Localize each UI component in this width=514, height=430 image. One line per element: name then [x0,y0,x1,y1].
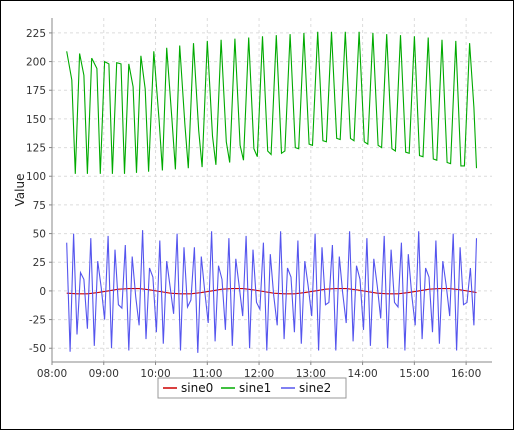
x-tick-label: 11:00 [192,368,222,380]
x-tick-label: 15:00 [399,368,429,380]
y-tick-label: 200 [26,57,46,69]
legend-label-sine0: sine0 [181,381,213,395]
y-tick-label: 50 [33,229,46,241]
x-tick-label: 08:00 [37,368,67,380]
y-axis-title: Value [13,174,27,207]
series-lines [66,31,478,353]
y-tick-label: 100 [26,171,46,183]
y-tick-label: 75 [33,200,46,212]
axes: -50 -25 0 25 50 75 100 125 150 175 200 225 08:00 09:0… [26,18,492,380]
x-tick-label: 12:00 [244,368,274,380]
y-tick-label: -25 [29,315,46,327]
y-tick-label: 25 [33,257,46,269]
y-tick-label: 150 [26,114,46,126]
plot-area [52,18,492,362]
legend-box [157,377,347,399]
x-tick-label: 14:00 [347,368,377,380]
x-tick-label: 10:00 [140,368,170,380]
x-tick-label: 09:00 [89,368,119,380]
x-tick-label: 13:00 [296,368,326,380]
y-tick-label: 125 [26,143,46,155]
series-line-sine2 [66,230,478,353]
legend: sine0 sine1 sine2 [157,377,347,399]
y-tick-label: -50 [29,343,46,355]
legend-label-sine2: sine2 [299,381,331,395]
y-tick-label: 175 [26,85,46,97]
legend-label-sine1: sine1 [239,381,271,395]
series-line-sine1 [66,31,478,174]
y-tick-label: 225 [26,28,46,40]
x-tick-label: 16:00 [451,368,481,380]
y-tick-label: 0 [39,286,46,298]
